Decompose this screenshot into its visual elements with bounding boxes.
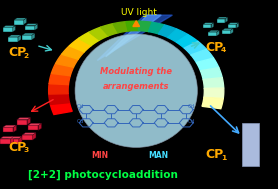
Polygon shape bbox=[8, 136, 22, 139]
Polygon shape bbox=[25, 26, 35, 30]
Polygon shape bbox=[22, 133, 36, 135]
Polygon shape bbox=[3, 28, 13, 32]
Polygon shape bbox=[28, 123, 41, 125]
Polygon shape bbox=[236, 23, 239, 28]
Polygon shape bbox=[217, 17, 228, 19]
Polygon shape bbox=[3, 26, 16, 28]
Polygon shape bbox=[0, 136, 14, 139]
Polygon shape bbox=[17, 120, 27, 125]
Polygon shape bbox=[8, 139, 19, 144]
Polygon shape bbox=[228, 24, 236, 28]
Polygon shape bbox=[202, 97, 223, 109]
Polygon shape bbox=[222, 30, 231, 34]
Text: [2+2] photocycloaddition: [2+2] photocycloaddition bbox=[28, 169, 178, 180]
Polygon shape bbox=[191, 49, 214, 63]
Polygon shape bbox=[222, 28, 233, 30]
Text: MIN: MIN bbox=[91, 151, 109, 160]
Polygon shape bbox=[208, 32, 217, 36]
Text: CP: CP bbox=[8, 141, 27, 154]
Polygon shape bbox=[14, 20, 24, 25]
Polygon shape bbox=[0, 139, 11, 144]
Polygon shape bbox=[89, 27, 108, 40]
Text: 3: 3 bbox=[24, 147, 29, 153]
Polygon shape bbox=[24, 18, 26, 25]
Polygon shape bbox=[62, 46, 84, 59]
Polygon shape bbox=[204, 88, 224, 98]
Polygon shape bbox=[27, 118, 30, 125]
Polygon shape bbox=[225, 17, 228, 23]
Polygon shape bbox=[203, 78, 224, 88]
Polygon shape bbox=[203, 23, 214, 24]
Text: Cd: Cd bbox=[77, 104, 84, 109]
Polygon shape bbox=[22, 33, 35, 35]
Polygon shape bbox=[217, 19, 225, 23]
Polygon shape bbox=[49, 84, 68, 94]
Polygon shape bbox=[101, 24, 118, 36]
Polygon shape bbox=[184, 41, 207, 55]
Polygon shape bbox=[38, 123, 41, 130]
Polygon shape bbox=[32, 33, 35, 40]
Text: 2: 2 bbox=[24, 53, 29, 59]
Polygon shape bbox=[13, 26, 16, 32]
Text: Cd: Cd bbox=[188, 104, 195, 109]
Text: CP: CP bbox=[206, 41, 224, 54]
Polygon shape bbox=[3, 127, 13, 132]
Polygon shape bbox=[11, 136, 14, 144]
Polygon shape bbox=[22, 135, 33, 140]
Text: 4: 4 bbox=[221, 47, 226, 53]
Text: Cd: Cd bbox=[188, 119, 195, 124]
Polygon shape bbox=[196, 58, 219, 71]
Polygon shape bbox=[79, 32, 100, 46]
Text: Modulating the: Modulating the bbox=[100, 67, 172, 76]
Text: CP: CP bbox=[8, 46, 27, 59]
Text: CP: CP bbox=[206, 149, 224, 161]
Polygon shape bbox=[25, 24, 38, 26]
Polygon shape bbox=[35, 24, 38, 30]
Polygon shape bbox=[203, 24, 211, 28]
Polygon shape bbox=[113, 22, 128, 33]
Text: Cd: Cd bbox=[77, 119, 84, 124]
Polygon shape bbox=[8, 35, 21, 37]
Text: arrangements: arrangements bbox=[103, 82, 170, 91]
Polygon shape bbox=[97, 15, 172, 60]
Polygon shape bbox=[208, 30, 219, 32]
Polygon shape bbox=[242, 123, 259, 166]
Polygon shape bbox=[22, 35, 32, 40]
Polygon shape bbox=[56, 54, 78, 67]
Polygon shape bbox=[148, 22, 165, 34]
Polygon shape bbox=[17, 118, 30, 120]
Polygon shape bbox=[158, 25, 177, 37]
Polygon shape bbox=[138, 21, 152, 32]
Polygon shape bbox=[200, 68, 222, 79]
Polygon shape bbox=[13, 125, 16, 132]
Polygon shape bbox=[177, 35, 198, 48]
Polygon shape bbox=[51, 64, 73, 76]
Polygon shape bbox=[126, 21, 139, 31]
Polygon shape bbox=[18, 35, 21, 42]
Polygon shape bbox=[14, 18, 26, 20]
Polygon shape bbox=[33, 133, 36, 140]
Polygon shape bbox=[8, 37, 18, 42]
Text: MAN: MAN bbox=[148, 151, 168, 160]
Polygon shape bbox=[217, 30, 219, 36]
Polygon shape bbox=[106, 15, 161, 57]
Text: UV light: UV light bbox=[121, 8, 157, 17]
Ellipse shape bbox=[75, 34, 197, 147]
Polygon shape bbox=[228, 23, 239, 24]
Polygon shape bbox=[231, 28, 233, 34]
Polygon shape bbox=[49, 94, 70, 105]
Polygon shape bbox=[19, 136, 22, 144]
Polygon shape bbox=[28, 125, 38, 130]
Text: 1: 1 bbox=[221, 155, 226, 161]
Polygon shape bbox=[133, 21, 140, 26]
Polygon shape bbox=[50, 103, 72, 115]
Polygon shape bbox=[3, 125, 16, 127]
Polygon shape bbox=[69, 38, 91, 52]
Polygon shape bbox=[168, 29, 188, 42]
Polygon shape bbox=[211, 23, 214, 28]
Polygon shape bbox=[49, 73, 70, 85]
